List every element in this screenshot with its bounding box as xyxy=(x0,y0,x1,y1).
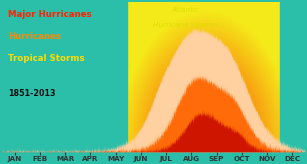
Text: Tropical Storms: Tropical Storms xyxy=(8,54,85,63)
Text: Hurricane Season: Hurricane Season xyxy=(153,21,217,28)
Text: 1851-2013: 1851-2013 xyxy=(8,89,56,98)
Bar xyxy=(2,2,126,152)
Text: Major Hurricanes: Major Hurricanes xyxy=(8,10,92,19)
Text: Atlantic: Atlantic xyxy=(171,7,199,13)
Text: Hurricanes: Hurricanes xyxy=(8,32,61,41)
Bar xyxy=(280,2,305,152)
